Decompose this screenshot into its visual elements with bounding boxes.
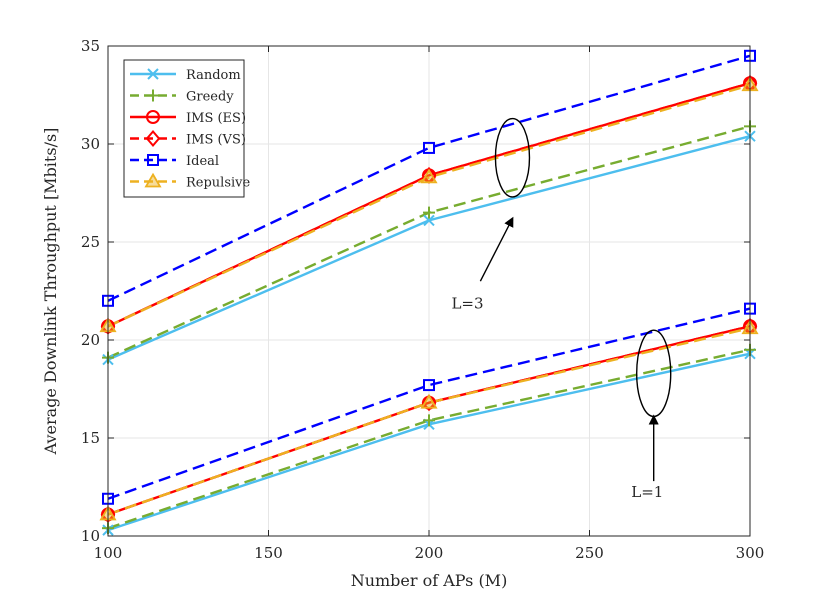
legend-marker (145, 129, 161, 148)
legend-label: Ideal (186, 154, 219, 169)
x-tick-label: 300 (736, 544, 765, 562)
legend-box (123, 59, 245, 198)
legend-label: Random (186, 68, 241, 83)
series-line-greedy-l1 (107, 348, 751, 530)
legend-marker (146, 110, 160, 124)
legend-item-ims-vs: IMS (VS) (130, 129, 246, 148)
y-tick-label: 25 (81, 233, 100, 251)
annotation-arrow (479, 216, 514, 282)
series-line-ideal-l3 (107, 54, 751, 302)
x-tick-label: 200 (415, 544, 444, 562)
legend-label: IMS (ES) (186, 111, 246, 126)
y-tick-label: 35 (81, 37, 100, 55)
data-point-marker (420, 393, 438, 409)
x-tick-label: 250 (575, 544, 604, 562)
data-point-marker (420, 168, 438, 184)
legend-item-repulsive: Repulsive (130, 172, 251, 191)
legend-item-ims-es: IMS (ES) (130, 110, 246, 126)
x-tick-label: 150 (254, 544, 283, 562)
y-tick-label: 30 (81, 135, 100, 153)
y-axis-label: Average Downlink Throughput [Mbits/s] (41, 128, 60, 456)
data-point-marker (423, 379, 435, 392)
annotation-l1: L=1 (631, 329, 672, 501)
series-line-repulsive-l1 (107, 327, 751, 516)
annotation-label: L=3 (451, 295, 483, 313)
x-axis-label: Number of APs (M) (351, 571, 508, 590)
data-point-marker (421, 394, 437, 412)
y-tick-label: 20 (81, 331, 100, 349)
legend-label: Greedy (186, 90, 234, 105)
annotation-label: L=1 (631, 483, 663, 501)
y-tick-label: 15 (81, 429, 100, 447)
legend-label: IMS (VS) (186, 133, 246, 148)
y-tick-label: 10 (81, 527, 100, 545)
legend-marker (147, 68, 159, 80)
legend-item-random: Random (130, 68, 241, 83)
series-line-ideal-l1 (107, 307, 751, 500)
legend-marker (147, 89, 159, 102)
legend-label: Repulsive (186, 176, 251, 191)
legend: Random Greedy IMS (ES) IMS (VS) Ideal Repulsi… (123, 59, 251, 198)
legend-marker (147, 154, 159, 166)
data-point-marker (423, 206, 435, 219)
data-point-marker (423, 414, 435, 427)
data-point-marker (423, 141, 435, 154)
series-line-repulsive-l3 (107, 84, 751, 328)
annotation-l3: L=3 (451, 117, 531, 313)
axis-ticks: 100 150 200 250 300 10 15 20 25 30 35 (81, 37, 764, 562)
legend-item-ideal: Ideal (130, 154, 219, 169)
x-tick-label: 100 (94, 544, 123, 562)
legend-marker (144, 172, 162, 188)
legend-item-greedy: Greedy (130, 89, 234, 105)
annotations: L=3 L=1 (451, 117, 672, 501)
data-point-marker (423, 214, 435, 227)
annotation-ellipse (494, 117, 531, 198)
